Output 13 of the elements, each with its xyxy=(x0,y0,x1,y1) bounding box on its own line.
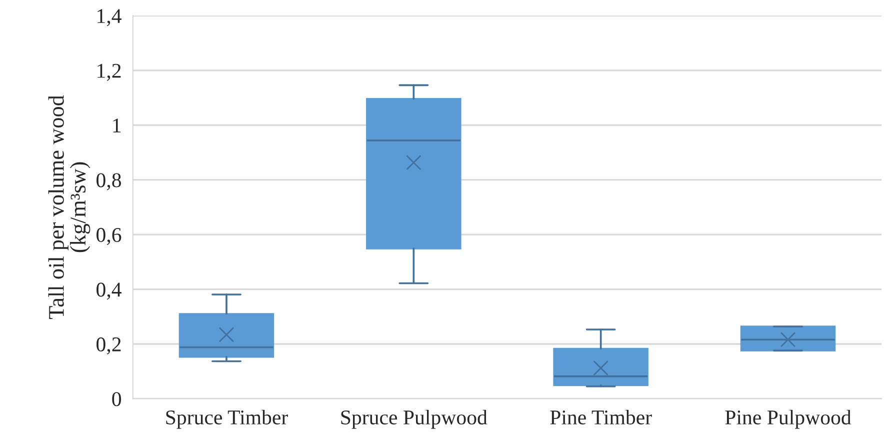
x-tick-label: Spruce Pulpwood xyxy=(341,410,488,429)
y-tick-label: 0,2 xyxy=(96,337,121,354)
y-tick-label: 0,6 xyxy=(96,228,122,245)
y-axis-title: Tall oil per volume wood (kg/m³sw) xyxy=(48,95,90,319)
x-tick-label: Spruce Timber xyxy=(166,410,288,429)
y-tick-label: 0,8 xyxy=(96,173,121,190)
x-tick-label: Pine Pulpwood xyxy=(725,410,852,429)
y-tick-label: 0 xyxy=(112,392,121,406)
x-tick-label: Pine Timber xyxy=(550,410,652,424)
y-tick-label: 1,4 xyxy=(98,9,122,26)
y-tick-label: 0,4 xyxy=(96,282,122,300)
y-tick-label: 1 xyxy=(113,118,121,132)
y-tick-label: 1,2 xyxy=(98,64,121,81)
